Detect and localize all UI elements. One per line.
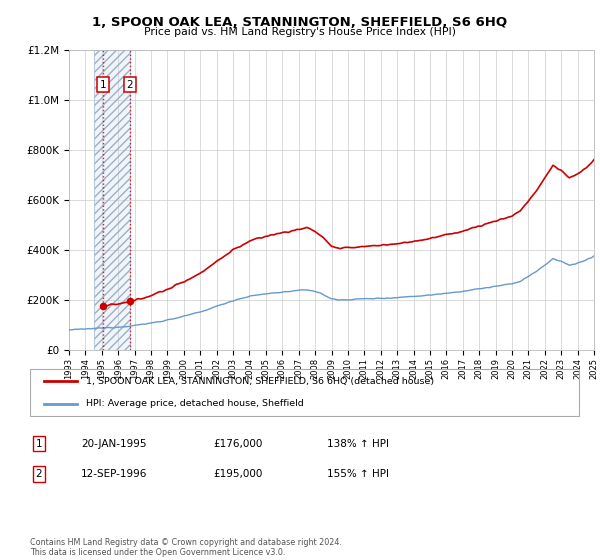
Text: 2: 2 (127, 80, 133, 90)
Bar (94, 50, 130, 350)
Text: 1: 1 (35, 438, 43, 449)
Text: £176,000: £176,000 (213, 438, 262, 449)
Text: 138% ↑ HPI: 138% ↑ HPI (327, 438, 389, 449)
Text: 20-JAN-1995: 20-JAN-1995 (81, 438, 146, 449)
Text: Contains HM Land Registry data © Crown copyright and database right 2024.
This d: Contains HM Land Registry data © Crown c… (30, 538, 342, 557)
Text: 155% ↑ HPI: 155% ↑ HPI (327, 469, 389, 479)
Text: Price paid vs. HM Land Registry's House Price Index (HPI): Price paid vs. HM Land Registry's House … (144, 27, 456, 38)
Text: HPI: Average price, detached house, Sheffield: HPI: Average price, detached house, Shef… (86, 399, 303, 408)
Text: 2: 2 (35, 469, 43, 479)
Text: 1, SPOON OAK LEA, STANNINGTON, SHEFFIELD, S6 6HQ: 1, SPOON OAK LEA, STANNINGTON, SHEFFIELD… (92, 16, 508, 29)
Text: 1: 1 (100, 80, 106, 90)
Text: £195,000: £195,000 (213, 469, 262, 479)
Text: 12-SEP-1996: 12-SEP-1996 (81, 469, 148, 479)
Bar (94, 50, 130, 350)
Text: 1, SPOON OAK LEA, STANNINGTON, SHEFFIELD, S6 6HQ (detached house): 1, SPOON OAK LEA, STANNINGTON, SHEFFIELD… (86, 377, 434, 386)
